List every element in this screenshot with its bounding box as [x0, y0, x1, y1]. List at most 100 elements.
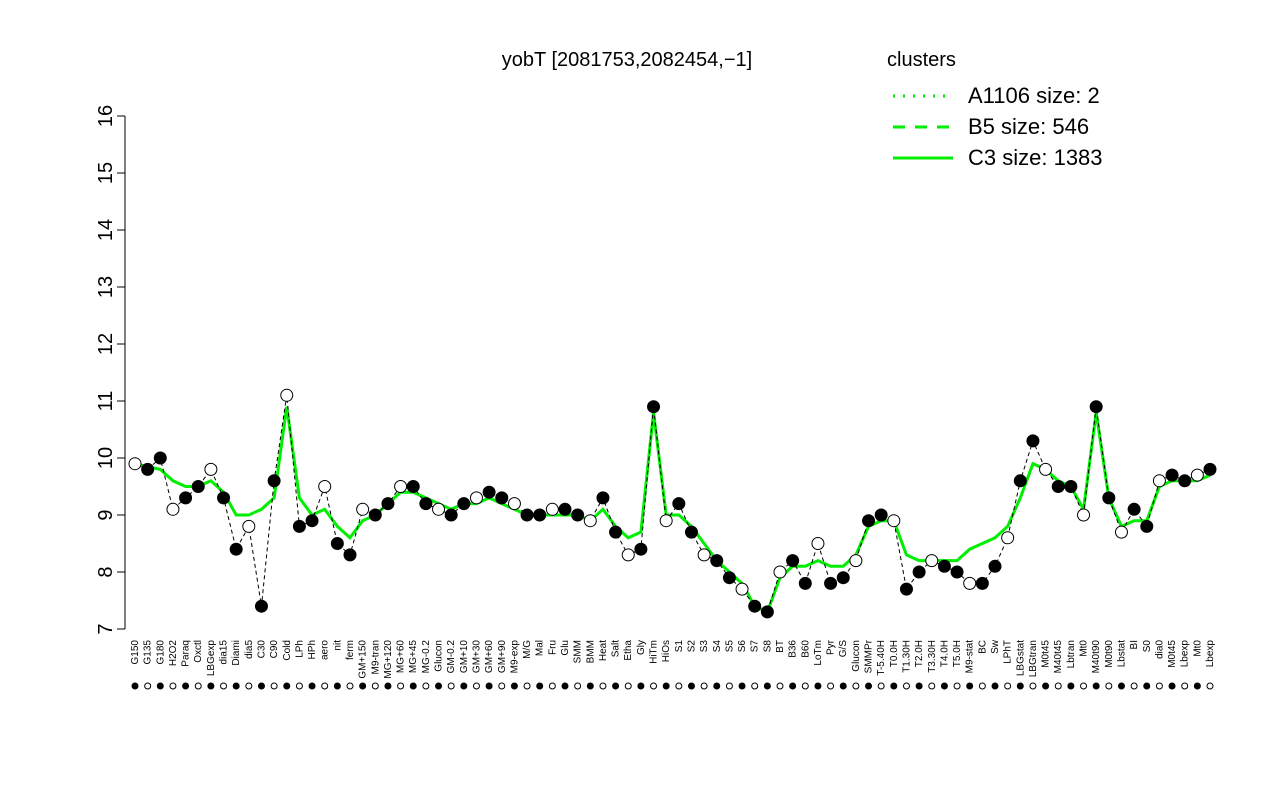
x-tick-label: Glucon — [851, 640, 862, 672]
x-tick-label: S1 — [674, 640, 685, 653]
point — [381, 497, 395, 511]
point — [596, 491, 610, 505]
rug-dot — [953, 682, 961, 690]
point — [697, 548, 711, 562]
x-tick-label: S0 — [1142, 640, 1153, 653]
rug-dot — [991, 682, 999, 690]
rug-dot — [687, 682, 695, 690]
x-tick-label: HiOs — [661, 640, 672, 662]
x-tick-label: BC — [977, 640, 988, 654]
point — [1102, 491, 1116, 505]
x-tick-label: Paraq — [181, 640, 192, 667]
x-tick-label: T1.30H — [901, 640, 912, 673]
x-tick-label: SMM — [573, 640, 584, 663]
x-tick-label: Glu — [560, 640, 571, 656]
point — [659, 514, 673, 528]
rug-dot — [978, 682, 986, 690]
rug-dot — [1168, 682, 1176, 690]
x-tick-label: M9-exp — [509, 640, 520, 674]
x-tick-label: Mt0 — [1192, 640, 1203, 657]
point — [963, 576, 977, 590]
rug-dot — [1130, 682, 1138, 690]
x-tick-label: C30 — [256, 640, 267, 659]
point — [267, 474, 281, 488]
point — [849, 554, 863, 568]
x-tick-label: S2 — [686, 640, 697, 653]
point — [1064, 480, 1078, 493]
rug-dot — [346, 682, 354, 690]
point — [305, 514, 319, 528]
rug-dot — [156, 682, 164, 690]
rug-dot — [1004, 682, 1012, 690]
point — [748, 599, 762, 613]
point — [1178, 474, 1192, 488]
point — [469, 491, 483, 505]
point — [735, 582, 749, 596]
x-tick-label: G/S — [838, 640, 849, 658]
rug-dot — [700, 682, 708, 690]
point — [975, 576, 989, 590]
rug-dot — [523, 682, 531, 690]
x-tick-label: GM+90 — [497, 640, 508, 674]
point — [925, 554, 939, 568]
point — [545, 502, 559, 516]
rug-dot — [801, 682, 809, 690]
rug-dot — [384, 682, 392, 690]
rug-dot — [928, 682, 936, 690]
rug-dot — [371, 682, 379, 690]
rug-dot — [359, 682, 367, 690]
rug-dot — [814, 682, 822, 690]
x-tick-label: LBGstat — [1015, 640, 1026, 676]
x-tick-label: T0.0H — [889, 640, 900, 667]
point — [141, 462, 155, 476]
point — [318, 480, 332, 493]
x-tick-label: dia15 — [219, 640, 230, 665]
point — [330, 537, 344, 550]
point — [583, 514, 597, 528]
x-tick-label: LBGtran — [1028, 640, 1039, 677]
x-tick-label: Mal — [535, 640, 546, 656]
x-tick-label: aero — [320, 640, 331, 660]
legend-title: clusters — [887, 49, 956, 71]
x-tick-label: GM+30 — [471, 640, 482, 674]
x-tick-label: Lbexp — [1180, 640, 1191, 668]
point — [1026, 434, 1040, 448]
x-tick-label: Pyr — [826, 639, 837, 655]
x-tick-label: G135 — [143, 640, 154, 665]
point — [1001, 531, 1015, 545]
x-tick-label: S3 — [699, 640, 710, 653]
x-tick-label: GM+10 — [459, 640, 470, 674]
x-tick-label: dia5 — [244, 640, 255, 659]
rug-dot — [751, 682, 759, 690]
y-tick-label: 9 — [95, 509, 117, 520]
rug-dot — [890, 682, 898, 690]
point — [292, 519, 306, 533]
rug-dot — [877, 682, 885, 690]
x-tick-label: Lbtran — [1066, 640, 1077, 668]
rug-dot — [902, 682, 910, 690]
rug-dot — [637, 682, 645, 690]
point — [444, 508, 458, 522]
point — [280, 388, 294, 402]
x-tick-label: MG+60 — [396, 640, 407, 674]
rug-dot — [536, 682, 544, 690]
x-tick-label: BMM — [585, 640, 596, 663]
point — [571, 508, 585, 522]
rug-dot — [852, 682, 860, 690]
rug-dot — [1042, 682, 1050, 690]
x-tick-label: LoTm — [813, 640, 824, 666]
x-tick-label: LPh — [294, 640, 305, 658]
point — [710, 554, 724, 568]
rug-dot — [333, 682, 341, 690]
rug-dot — [1029, 682, 1037, 690]
point — [684, 525, 698, 539]
x-tick-label: S7 — [750, 640, 761, 653]
rug-dot — [776, 682, 784, 690]
point — [406, 480, 420, 493]
rug-dot — [1181, 682, 1189, 690]
rug-dot — [460, 682, 468, 690]
x-tick-label: Heat — [598, 640, 609, 661]
x-tick-label: M9-tran — [370, 640, 381, 674]
point — [1203, 462, 1217, 476]
